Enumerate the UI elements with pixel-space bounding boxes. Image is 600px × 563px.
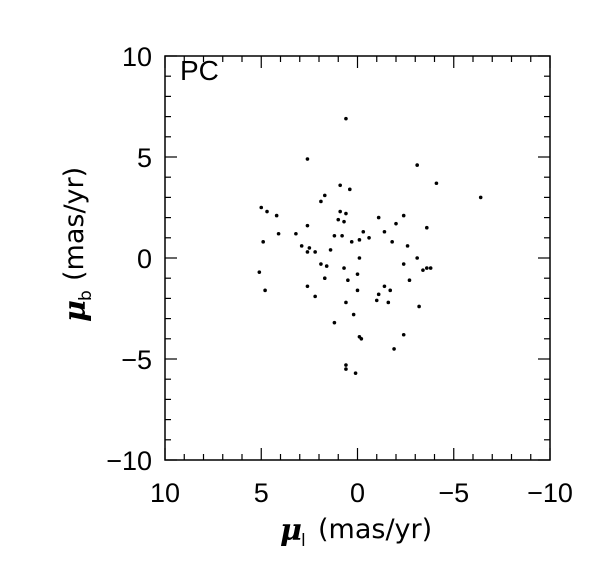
data-point xyxy=(349,240,354,244)
data-point xyxy=(415,256,419,260)
data-point xyxy=(294,231,298,236)
data-point xyxy=(428,266,433,270)
data-point xyxy=(346,278,350,283)
y-tick-label: −10 xyxy=(106,446,152,476)
data-point xyxy=(425,266,429,270)
data-point xyxy=(257,270,262,274)
data-point xyxy=(353,371,358,375)
data-point xyxy=(405,244,410,248)
data-point xyxy=(401,262,406,266)
data-point xyxy=(313,294,317,299)
data-point xyxy=(388,288,393,293)
x-tick-label: −5 xyxy=(438,478,469,508)
x-axis-unit: (mas/yr) xyxy=(318,514,432,545)
data-point xyxy=(274,213,279,218)
data-point xyxy=(344,211,348,216)
y-axis-symbol: μ xyxy=(58,300,93,322)
data-point xyxy=(305,284,310,289)
y-tick-label: −5 xyxy=(121,345,152,375)
data-point xyxy=(382,229,387,234)
data-point xyxy=(401,213,406,218)
data-point xyxy=(355,272,360,276)
data-point xyxy=(305,250,310,254)
data-point xyxy=(401,332,406,337)
data-point xyxy=(344,116,348,121)
data-point xyxy=(434,181,439,186)
data-point xyxy=(351,312,356,317)
data-point xyxy=(425,225,429,230)
data-point xyxy=(367,236,371,240)
data-point xyxy=(259,205,264,210)
data-point xyxy=(394,221,398,226)
y-tick-label: 5 xyxy=(137,143,152,173)
x-tick-label: −10 xyxy=(527,478,573,508)
data-point xyxy=(324,264,329,268)
data-point xyxy=(421,268,425,272)
data-point xyxy=(305,223,310,228)
data-point xyxy=(478,195,483,200)
data-point xyxy=(357,238,362,242)
data-point xyxy=(390,240,394,244)
data-point xyxy=(299,244,304,248)
x-tick-label: 10 xyxy=(150,478,180,508)
plot-frame xyxy=(164,55,551,461)
data-point xyxy=(332,320,337,325)
data-point xyxy=(376,292,381,297)
data-point xyxy=(338,209,342,214)
data-point xyxy=(344,363,348,367)
data-point xyxy=(340,233,344,238)
data-point xyxy=(319,262,323,266)
x-axis-symbol: μ xyxy=(280,513,302,548)
x-tick-label: 0 xyxy=(350,478,365,508)
y-axis-unit: (mas/yr) xyxy=(59,167,90,281)
data-point xyxy=(376,215,381,220)
x-axis-subscript: l xyxy=(301,531,306,551)
panel-annotation: PC xyxy=(180,55,219,86)
tick-labels: 10 5 0 −5 −10 −10 −5 0 5 10 xyxy=(106,42,573,508)
data-point xyxy=(359,337,364,341)
data-point xyxy=(322,276,327,281)
x-axis-title: μ l (mas/yr) xyxy=(280,513,432,551)
data-point xyxy=(361,229,366,234)
data-point xyxy=(319,199,323,204)
data-point xyxy=(322,193,327,198)
data-point xyxy=(374,298,379,303)
data-point xyxy=(342,219,346,224)
data-point xyxy=(392,347,396,351)
data-point xyxy=(338,183,342,188)
data-point xyxy=(313,250,317,254)
data-point xyxy=(415,163,419,167)
data-point xyxy=(305,157,310,161)
y-axis-title: μ b (mas/yr) xyxy=(58,167,96,322)
data-point xyxy=(307,246,312,250)
data-point xyxy=(355,288,360,293)
data-point xyxy=(357,256,362,260)
data-point xyxy=(261,240,265,244)
data-point xyxy=(263,288,267,293)
axes xyxy=(164,55,551,461)
data-point xyxy=(386,300,391,305)
data-point xyxy=(344,300,348,305)
data-point xyxy=(342,266,346,270)
y-axis-subscript: b xyxy=(76,290,96,301)
data-points xyxy=(257,116,483,375)
data-point xyxy=(336,217,341,222)
y-tick-label: 0 xyxy=(137,244,152,274)
data-point xyxy=(417,304,421,309)
data-point xyxy=(265,209,269,214)
data-point xyxy=(382,284,387,289)
data-point xyxy=(332,233,337,238)
data-point xyxy=(348,187,352,192)
data-point xyxy=(276,231,281,236)
x-tick-label: 5 xyxy=(254,478,269,508)
data-point xyxy=(407,278,412,283)
y-tick-label: 10 xyxy=(122,42,152,72)
data-point xyxy=(344,367,348,371)
data-point xyxy=(328,248,333,252)
